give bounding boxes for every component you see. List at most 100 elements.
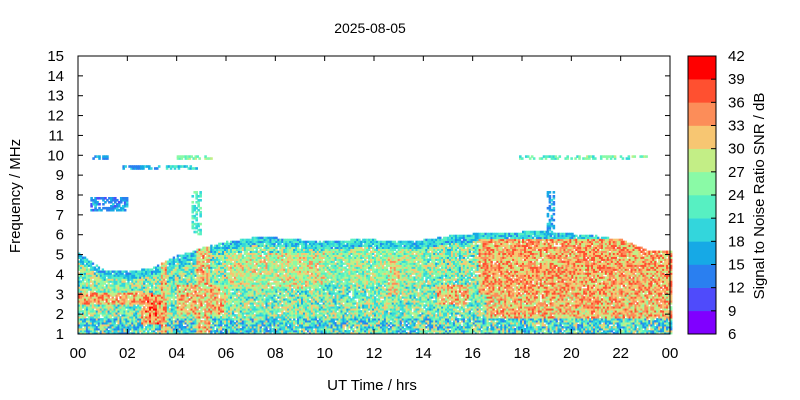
- heatmap-cell: [196, 328, 199, 331]
- heatmap-cell: [160, 276, 164, 279]
- heatmap-cell: [101, 280, 105, 283]
- heatmap-cell: [196, 276, 199, 279]
- heatmap-cell: [81, 300, 85, 303]
- heatmap-cell: [184, 274, 187, 277]
- heatmap-cell: [107, 330, 110, 333]
- heatmap-cell: [235, 332, 239, 335]
- heatmap-cell: [131, 304, 134, 307]
- heatmap-cell: [83, 300, 87, 303]
- heatmap-cell: [208, 304, 211, 307]
- heatmap-cell: [227, 308, 231, 311]
- heatmap-cell: [152, 302, 156, 305]
- heatmap-cell: [214, 294, 217, 297]
- heatmap-cell: [160, 266, 164, 269]
- heatmap-cell: [135, 300, 138, 303]
- heatmap-cell: [214, 292, 217, 295]
- heatmap-cell: [81, 258, 85, 261]
- heatmap-cell: [224, 306, 227, 309]
- heatmap-cell: [200, 254, 203, 257]
- heatmap-cell: [103, 322, 107, 325]
- heatmap-cell: [137, 310, 140, 313]
- heatmap-cell: [208, 308, 211, 311]
- heatmap-cell: [224, 320, 227, 323]
- heatmap-cell: [160, 308, 164, 311]
- heatmap-cell: [218, 330, 221, 333]
- heatmap-cell: [160, 296, 164, 299]
- heatmap-cell: [190, 268, 193, 271]
- heatmap-cell: [145, 272, 148, 275]
- heatmap-cell: [115, 274, 118, 277]
- heatmap-cell: [113, 276, 116, 279]
- heatmap-cell: [149, 300, 152, 303]
- heatmap-cell: [89, 306, 93, 309]
- heatmap-cell: [103, 286, 107, 289]
- heatmap-cell: [222, 270, 225, 273]
- heatmap-cell: [78, 318, 81, 321]
- heatmap-cell: [182, 314, 185, 317]
- heatmap-cell: [131, 286, 134, 289]
- heatmap-cell: [137, 316, 140, 319]
- heatmap-cell: [239, 324, 243, 327]
- heatmap-cell: [119, 318, 122, 321]
- heatmap-cell: [233, 284, 237, 287]
- heatmap-cell: [176, 302, 180, 305]
- heatmap-cell: [198, 276, 201, 279]
- heatmap-cell: [214, 324, 217, 327]
- heatmap-cell: [152, 306, 156, 309]
- heatmap-cell: [166, 320, 170, 323]
- heatmap-cell: [200, 330, 203, 333]
- heatmap-cell: [147, 274, 150, 277]
- heatmap-cell: [164, 268, 168, 271]
- heatmap-cell: [239, 258, 243, 261]
- heatmap-cell: [107, 276, 110, 279]
- heatmap-cell: [218, 268, 221, 271]
- heatmap-cell: [202, 328, 205, 331]
- heatmap-cell: [168, 276, 172, 279]
- heatmap-cell: [176, 270, 180, 273]
- heatmap-cell: [194, 252, 197, 255]
- heatmap-cell: [99, 296, 103, 299]
- heatmap-cell: [107, 320, 110, 323]
- heatmap-cell: [105, 274, 108, 277]
- heatmap-cell: [131, 280, 134, 283]
- heatmap-cell: [186, 276, 189, 279]
- heatmap-cell: [192, 260, 195, 263]
- heatmap-cell: [158, 328, 162, 331]
- heatmap-cell: [164, 290, 168, 293]
- heatmap-cell: [149, 306, 152, 309]
- heatmap-cell: [107, 300, 110, 303]
- heatmap-cell: [208, 286, 211, 289]
- heatmap-cell: [109, 274, 112, 277]
- heatmap-cell: [214, 280, 217, 283]
- heatmap-cell: [99, 302, 103, 305]
- heatmap-cell: [149, 322, 152, 325]
- heatmap-cell: [233, 328, 237, 331]
- heatmap-cell: [107, 274, 110, 277]
- heatmap-cell: [123, 286, 126, 289]
- heatmap-cell: [239, 242, 243, 246]
- heatmap-cell: [210, 308, 213, 311]
- heatmap-cell: [192, 310, 195, 313]
- heatmap-cell: [135, 284, 138, 287]
- heatmap-cell: [139, 314, 142, 317]
- heatmap-cell: [107, 316, 110, 319]
- heatmap-cell: [172, 310, 176, 313]
- heatmap-cell: [202, 252, 205, 255]
- heatmap-cell: [192, 328, 195, 331]
- heatmap-cell: [135, 302, 138, 305]
- heatmap-cell: [141, 288, 144, 291]
- heatmap-cell: [198, 256, 201, 259]
- heatmap-cell: [226, 248, 229, 251]
- heatmap-cell: [212, 316, 215, 319]
- heatmap-cell: [200, 312, 203, 315]
- heatmap-cell: [182, 296, 185, 299]
- heatmap-cell: [107, 314, 110, 317]
- heatmap-cell: [182, 284, 185, 287]
- heatmap-cell: [202, 302, 205, 305]
- heatmap-cell: [156, 298, 160, 301]
- heatmap-cell: [235, 314, 239, 317]
- heatmap-cell: [192, 314, 195, 317]
- heatmap-cell: [198, 300, 201, 303]
- heatmap-cell: [81, 306, 85, 309]
- heatmap-cell: [220, 264, 223, 267]
